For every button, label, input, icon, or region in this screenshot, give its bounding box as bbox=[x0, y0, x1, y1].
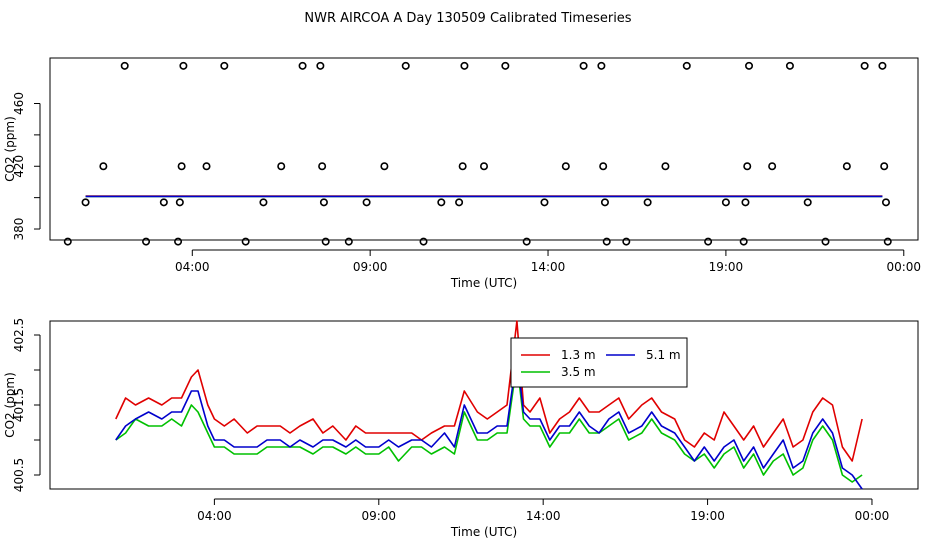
data-point bbox=[803, 198, 812, 207]
data-point bbox=[501, 61, 510, 70]
data-point bbox=[344, 237, 353, 246]
x-tick-label: 09:00 bbox=[361, 509, 396, 523]
y-tick-label: 460 bbox=[12, 92, 26, 115]
data-point bbox=[458, 162, 467, 171]
data-point bbox=[202, 162, 211, 171]
y-tick-label: 400.5 bbox=[12, 458, 26, 492]
data-point bbox=[362, 198, 371, 207]
data-point bbox=[259, 198, 268, 207]
data-point bbox=[401, 61, 410, 70]
data-point bbox=[479, 162, 488, 171]
data-point bbox=[321, 237, 330, 246]
data-point bbox=[455, 198, 464, 207]
data-point bbox=[883, 237, 892, 246]
x-tick-label: 00:00 bbox=[855, 509, 890, 523]
x-tick-label: 14:00 bbox=[531, 260, 566, 274]
data-point bbox=[318, 162, 327, 171]
x-tick-label: 04:00 bbox=[175, 260, 210, 274]
series-line-5-1-m bbox=[115, 355, 863, 490]
x-tick-label: 14:00 bbox=[526, 509, 561, 523]
y-tick-label: 401.5 bbox=[12, 388, 26, 422]
data-point bbox=[682, 61, 691, 70]
data-point bbox=[298, 61, 307, 70]
data-point bbox=[175, 198, 184, 207]
data-point bbox=[460, 61, 469, 70]
y-axis-label: CO2 (ppm) bbox=[3, 116, 17, 182]
data-point bbox=[120, 61, 129, 70]
data-point bbox=[704, 237, 713, 246]
data-point bbox=[277, 162, 286, 171]
x-tick-label: 04:00 bbox=[197, 509, 232, 523]
legend-box bbox=[510, 337, 688, 388]
data-point bbox=[319, 198, 328, 207]
data-point bbox=[741, 198, 750, 207]
plot-frame bbox=[49, 320, 919, 490]
data-point bbox=[643, 198, 652, 207]
data-point bbox=[380, 162, 389, 171]
x-tick-label: 19:00 bbox=[690, 509, 725, 523]
data-point bbox=[81, 198, 90, 207]
data-point bbox=[437, 198, 446, 207]
data-point bbox=[63, 237, 72, 246]
chart-title: NWR AIRCOA A Day 130509 Calibrated Times… bbox=[304, 11, 631, 26]
data-point bbox=[880, 162, 889, 171]
series-line-1-3-m bbox=[115, 320, 863, 462]
data-point bbox=[881, 198, 890, 207]
data-point bbox=[785, 61, 794, 70]
x-axis-label: Time (UTC) bbox=[450, 525, 517, 539]
data-point bbox=[99, 162, 108, 171]
data-point bbox=[220, 61, 229, 70]
x-axis-label: Time (UTC) bbox=[450, 276, 517, 290]
data-point bbox=[177, 162, 186, 171]
data-point bbox=[600, 198, 609, 207]
data-point bbox=[241, 237, 250, 246]
data-point bbox=[821, 237, 830, 246]
y-tick-label: 380 bbox=[12, 218, 26, 241]
data-point bbox=[745, 61, 754, 70]
x-tick-label: 00:00 bbox=[886, 260, 921, 274]
y-tick-label: 420 bbox=[12, 155, 26, 178]
data-point bbox=[622, 237, 631, 246]
data-point bbox=[316, 61, 325, 70]
data-point bbox=[661, 162, 670, 171]
data-point bbox=[602, 237, 611, 246]
series-line-3-5-m bbox=[115, 362, 863, 483]
plot-frame bbox=[49, 57, 919, 241]
data-point bbox=[860, 61, 869, 70]
legend-label: 5.1 m bbox=[646, 348, 681, 362]
data-point bbox=[174, 237, 183, 246]
data-point bbox=[599, 162, 608, 171]
data-point bbox=[561, 162, 570, 171]
bottom-panel: 04:00 09:00 14:00 19:00 00:00 Time (UTC) 400.5… bbox=[3, 318, 919, 539]
data-point bbox=[419, 237, 428, 246]
data-point bbox=[768, 162, 777, 171]
data-point bbox=[159, 198, 168, 207]
data-point bbox=[522, 237, 531, 246]
x-tick-label: 09:00 bbox=[353, 260, 388, 274]
data-point bbox=[878, 61, 887, 70]
data-point bbox=[743, 162, 752, 171]
data-point bbox=[597, 61, 606, 70]
y-axis-label: CO2 (ppm) bbox=[3, 372, 17, 438]
data-point bbox=[540, 198, 549, 207]
data-point bbox=[739, 237, 748, 246]
data-point bbox=[142, 237, 151, 246]
legend-label: 3.5 m bbox=[561, 365, 596, 379]
legend-label: 1.3 m bbox=[561, 348, 596, 362]
y-tick-label: 402.5 bbox=[12, 318, 26, 352]
data-point bbox=[179, 61, 188, 70]
data-point bbox=[721, 198, 730, 207]
data-point bbox=[842, 162, 851, 171]
data-point bbox=[579, 61, 588, 70]
top-panel: 04:00 09:00 14:00 19:00 00:00 Time (UTC) 380 42… bbox=[3, 57, 921, 290]
legend: 1.3 m 5.1 m 3.5 m bbox=[510, 337, 688, 388]
x-tick-label: 19:00 bbox=[709, 260, 744, 274]
